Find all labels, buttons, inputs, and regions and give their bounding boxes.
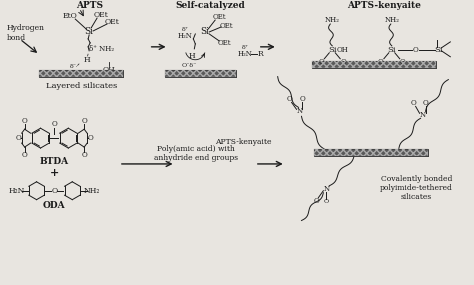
Text: Si: Si	[328, 46, 337, 54]
Text: Layered silicates: Layered silicates	[46, 82, 117, 89]
Text: APTS-kenyaite: APTS-kenyaite	[215, 138, 271, 146]
Bar	[314, 148, 428, 156]
Text: OEt: OEt	[219, 22, 233, 30]
Text: OEt: OEt	[94, 11, 109, 19]
Text: H₂N: H₂N	[178, 32, 193, 40]
Text: Si: Si	[388, 46, 396, 54]
Text: O: O	[287, 95, 292, 103]
Text: δ⁺ NH₂: δ⁺ NH₂	[89, 45, 114, 53]
Text: O: O	[340, 58, 346, 66]
Text: APTS-kenyaite: APTS-kenyaite	[347, 1, 421, 10]
Text: OEt: OEt	[218, 39, 231, 47]
Text: O: O	[400, 58, 406, 66]
Text: O: O	[319, 58, 324, 66]
Bar	[39, 70, 123, 77]
Text: O: O	[313, 197, 319, 205]
Text: O: O	[22, 151, 27, 159]
Text: Hydrogen
bond: Hydrogen bond	[7, 24, 45, 42]
Text: O: O	[87, 134, 93, 142]
Text: APTS: APTS	[76, 1, 103, 10]
Text: O: O	[324, 199, 329, 204]
Text: NH₂: NH₂	[384, 16, 399, 24]
Text: NH₂: NH₂	[84, 187, 100, 195]
Text: BTDA: BTDA	[40, 157, 69, 166]
Text: O: O	[51, 187, 57, 195]
Text: Si: Si	[201, 27, 210, 36]
Text: O: O	[82, 117, 87, 125]
Text: O: O	[52, 120, 57, 128]
Text: Self-catalyzed: Self-catalyzed	[175, 1, 245, 10]
Text: O⁻δ⁻: O⁻δ⁻	[182, 63, 197, 68]
Bar	[314, 148, 428, 156]
Text: EtO: EtO	[63, 12, 78, 20]
Bar	[312, 61, 436, 68]
Text: Si: Si	[434, 46, 443, 54]
Text: O: O	[413, 46, 419, 54]
Text: N: N	[323, 185, 329, 193]
Bar	[164, 70, 236, 77]
Text: Poly(amic acid) with: Poly(amic acid) with	[157, 145, 235, 153]
Text: OEt: OEt	[105, 18, 119, 26]
Text: Covalently bonded
polyimide-tethered
silicates: Covalently bonded polyimide-tethered sil…	[380, 174, 453, 201]
Bar	[39, 70, 123, 77]
Text: H: H	[189, 52, 196, 60]
Text: O: O	[411, 99, 417, 107]
Text: OH: OH	[102, 66, 115, 74]
Text: Si: Si	[85, 27, 94, 36]
Text: O: O	[378, 58, 384, 66]
Text: ODA: ODA	[43, 201, 66, 210]
Text: δ⁻
O: δ⁻ O	[70, 64, 77, 75]
Text: O: O	[82, 151, 87, 159]
Text: O: O	[16, 134, 21, 142]
Text: +: +	[50, 167, 59, 178]
Text: H₂N: H₂N	[237, 50, 252, 58]
Text: O: O	[300, 95, 305, 103]
Text: N: N	[419, 111, 426, 119]
Text: O: O	[22, 117, 27, 125]
Bar	[312, 61, 436, 68]
Text: OEt: OEt	[212, 13, 226, 21]
Text: δ⁺: δ⁺	[241, 45, 248, 50]
Text: H₂N: H₂N	[9, 187, 25, 195]
Text: H: H	[84, 56, 91, 64]
Text: R: R	[258, 50, 264, 58]
Text: δ⁺: δ⁺	[182, 27, 189, 32]
Text: O: O	[423, 99, 428, 107]
Text: NH₂: NH₂	[325, 16, 340, 24]
Text: N: N	[296, 107, 302, 115]
Bar	[164, 70, 236, 77]
Text: anhydride end groups: anhydride end groups	[154, 154, 238, 162]
Text: OH: OH	[337, 46, 348, 54]
